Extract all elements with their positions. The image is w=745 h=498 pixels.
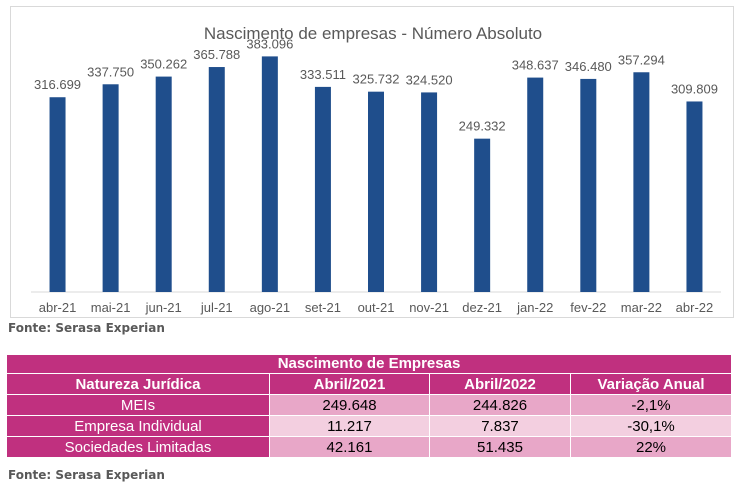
data-label-set-21: 333.511 xyxy=(300,67,346,82)
cell-abril-2021: 42.161 xyxy=(269,436,430,458)
cell-variacao: -30,1% xyxy=(569,415,733,437)
bar-chart: Nascimento de empresas - Número Absoluto… xyxy=(31,24,721,315)
data-label-nov-21: 324.520 xyxy=(406,72,453,87)
bar-out-21 xyxy=(368,91,384,292)
data-label-mai-21: 337.750 xyxy=(87,64,134,79)
bar-mai-21 xyxy=(102,84,119,292)
cell-variacao: -2,1% xyxy=(569,394,733,416)
data-label-fev-22: 346.480 xyxy=(565,59,612,74)
table-row: Empresa Individual 11.217 7.837 -30,1% xyxy=(6,415,733,437)
x-tick-label-jul-21: jul-21 xyxy=(200,300,233,315)
x-tick-label-fev-22: fev-22 xyxy=(570,300,606,315)
table-title: Nascimento de Empresas xyxy=(5,354,733,374)
x-tick-label-jan-22: jan-22 xyxy=(516,300,553,315)
row-label: MEIs xyxy=(6,394,270,416)
bars-group: 316.699 abr-21 337.750 mai-21 350.262 jun-21 3… xyxy=(34,36,718,315)
bar-fev-22 xyxy=(580,78,597,293)
header-variacao: Variação Anual xyxy=(569,373,733,395)
row-label: Sociedades Limitadas xyxy=(6,436,270,458)
data-label-abr-22: 309.809 xyxy=(671,81,718,96)
bar-mar-22 xyxy=(633,72,650,292)
bar-nov-21 xyxy=(421,92,438,292)
x-tick-label-mai-21: mai-21 xyxy=(91,300,131,315)
x-tick-label-dez-21: dez-21 xyxy=(462,300,502,315)
data-label-jul-21: 365.788 xyxy=(193,47,240,62)
cell-abril-2022: 7.837 xyxy=(429,415,571,437)
bar-set-21 xyxy=(314,86,331,292)
bar-ago-21 xyxy=(261,56,278,292)
table-source: Fonte: Serasa Experian xyxy=(8,468,165,482)
cell-variacao: 22% xyxy=(569,436,733,458)
bar-jul-21 xyxy=(208,67,225,292)
row-label: Empresa Individual xyxy=(6,415,270,437)
cell-abril-2022: 51.435 xyxy=(429,436,571,458)
bar-jan-22 xyxy=(527,77,544,292)
x-tick-label-abr-21: abr-21 xyxy=(39,300,77,315)
x-tick-label-nov-21: nov-21 xyxy=(409,300,449,315)
header-abril-2021: Abril/2021 xyxy=(269,373,430,395)
bar-abr-21 xyxy=(49,97,66,292)
cell-abril-2022: 244.826 xyxy=(429,394,571,416)
bar-jun-21 xyxy=(155,76,172,292)
cell-abril-2021: 249.648 xyxy=(269,394,430,416)
chart-panel: Nascimento de empresas - Número Absoluto… xyxy=(10,6,734,318)
x-tick-label-out-21: out-21 xyxy=(358,300,395,315)
data-label-mar-22: 357.294 xyxy=(618,52,665,67)
x-tick-label-mar-22: mar-22 xyxy=(621,300,662,315)
table-row: MEIs 249.648 244.826 -2,1% xyxy=(6,394,733,416)
x-tick-label-set-21: set-21 xyxy=(305,300,341,315)
data-label-jan-22: 348.637 xyxy=(512,58,559,73)
header-abril-2022: Abril/2022 xyxy=(429,373,571,395)
bar-abr-22 xyxy=(686,101,703,292)
bar-dez-21 xyxy=(474,138,491,292)
data-label-dez-21: 249.332 xyxy=(459,119,506,134)
table-row: Sociedades Limitadas 42.161 51.435 22% xyxy=(6,436,733,458)
data-label-out-21: 325.732 xyxy=(353,72,400,87)
births-table: Nascimento de Empresas Natureza Jurídica… xyxy=(5,354,733,458)
data-label-jun-21: 350.262 xyxy=(140,57,187,72)
x-tick-label-ago-21: ago-21 xyxy=(250,300,290,315)
data-label-abr-21: 316.699 xyxy=(34,77,81,92)
cell-abril-2021: 11.217 xyxy=(269,415,430,437)
x-tick-label-abr-22: abr-22 xyxy=(676,300,714,315)
table-header-row: Natureza Jurídica Abril/2021 Abril/2022 … xyxy=(6,373,733,395)
data-label-ago-21: 383.096 xyxy=(246,36,293,51)
chart-source: Fonte: Serasa Experian xyxy=(8,321,165,335)
table-title-row: Nascimento de Empresas xyxy=(5,354,733,374)
header-natureza: Natureza Jurídica xyxy=(6,373,270,395)
chart-title: Nascimento de empresas - Número Absoluto xyxy=(204,24,542,43)
x-tick-label-jun-21: jun-21 xyxy=(145,300,182,315)
